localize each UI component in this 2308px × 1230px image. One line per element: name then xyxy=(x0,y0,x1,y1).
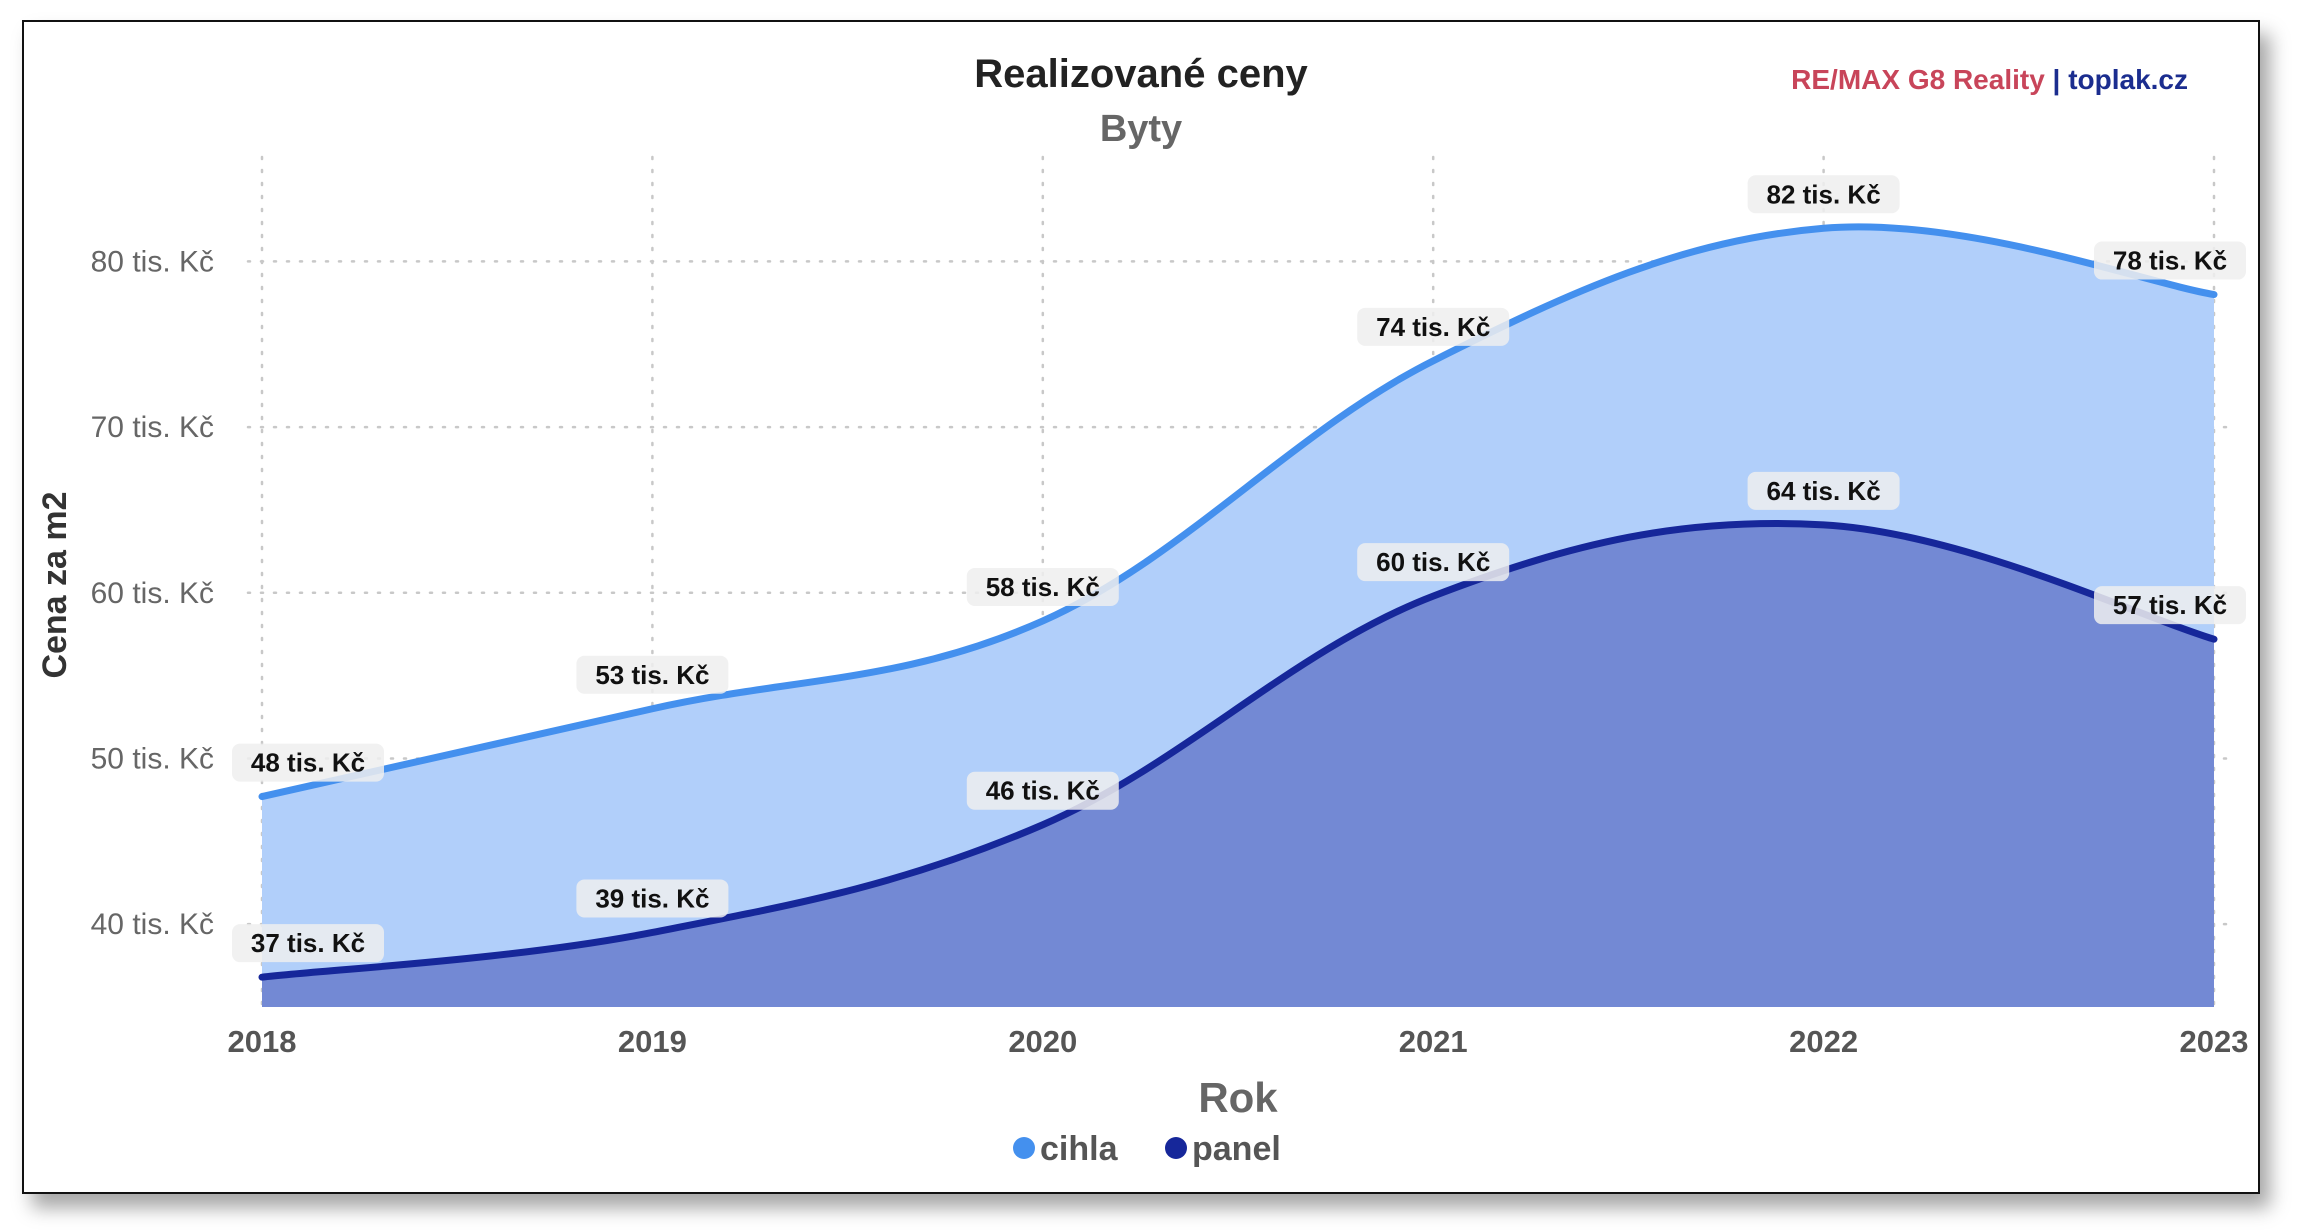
x-tick-label: 2023 xyxy=(2180,1024,2249,1059)
brand-separator: | xyxy=(2044,64,2069,95)
area-panel xyxy=(262,523,2214,1007)
data-label-panel: 46 tis. Kč xyxy=(966,771,1119,810)
y-tick-label: 60 tis. Kč xyxy=(91,577,214,610)
data-label-cihla: 53 tis. Kč xyxy=(576,655,729,694)
data-label-box xyxy=(2094,241,2246,280)
data-label-box xyxy=(1357,307,1510,346)
data-label-text: 57 tis. Kč xyxy=(2113,590,2227,620)
x-tick-label: 2018 xyxy=(228,1024,297,1059)
data-label-box xyxy=(1747,175,1900,214)
x-axis-title: Rok xyxy=(1198,1074,1278,1121)
data-label-box xyxy=(966,771,1119,810)
data-label-panel: 39 tis. Kč xyxy=(576,879,729,918)
y-tick-label: 40 tis. Kč xyxy=(91,908,214,941)
data-label-text: 48 tis. Kč xyxy=(251,748,365,778)
data-label-text: 37 tis. Kč xyxy=(251,928,365,958)
data-label-cihla: 82 tis. Kč xyxy=(1747,175,1900,214)
y-tick-label: 70 tis. Kč xyxy=(91,411,214,444)
legend-marker xyxy=(1165,1137,1187,1159)
data-label-text: 58 tis. Kč xyxy=(986,572,1100,602)
line-panel xyxy=(258,520,2218,981)
chart-frame: Realizované ceny Byty RE/MAX G8 Reality … xyxy=(22,20,2260,1194)
legend-label: cihla xyxy=(1040,1130,1119,1168)
data-label-box xyxy=(232,924,384,963)
data-label-cihla: 78 tis. Kč xyxy=(2094,241,2246,280)
data-label-panel: 37 tis. Kč xyxy=(232,924,384,963)
data-label-panel: 57 tis. Kč xyxy=(2094,586,2246,625)
data-label-box xyxy=(576,655,729,694)
brand-remax: RE/MAX G8 Reality xyxy=(1791,64,2045,95)
brand-credit[interactable]: RE/MAX G8 Reality | toplak.cz xyxy=(1791,64,2188,96)
y-axis-title: Cena za m2 xyxy=(36,491,74,678)
brand-toplak: toplak.cz xyxy=(2068,64,2188,95)
y-tick-label: 80 tis. Kč xyxy=(91,245,214,278)
y-tick-label: 50 tis. Kč xyxy=(91,742,214,775)
chart-title: Realizované ceny xyxy=(974,52,1308,96)
data-labels: 48 tis. Kč 53 tis. Kč 58 tis. Kč 74 tis. Kč… xyxy=(232,175,2246,963)
legend-item-cihla[interactable]: cihla xyxy=(1013,1130,1119,1168)
data-label-box xyxy=(232,743,384,782)
data-label-text: 74 tis. Kč xyxy=(1376,312,1490,342)
data-label-box xyxy=(966,567,1119,606)
legend-marker xyxy=(1013,1137,1035,1159)
x-tick-label: 2020 xyxy=(1008,1024,1077,1059)
data-label-panel: 64 tis. Kč xyxy=(1747,471,1900,510)
data-label-text: 39 tis. Kč xyxy=(595,883,709,913)
data-label-text: 60 tis. Kč xyxy=(1376,547,1490,577)
x-tick-label: 2022 xyxy=(1789,1024,1858,1059)
legend-label: panel xyxy=(1192,1130,1281,1168)
area-chart: 48 tis. Kč 53 tis. Kč 58 tis. Kč 74 tis. Kč… xyxy=(36,155,2248,1168)
data-label-text: 53 tis. Kč xyxy=(595,660,709,690)
data-label-box xyxy=(1357,543,1510,582)
x-tick-label: 2019 xyxy=(618,1024,687,1059)
line-series xyxy=(258,223,2218,981)
data-label-text: 64 tis. Kč xyxy=(1767,476,1881,506)
data-label-cihla: 58 tis. Kč xyxy=(966,567,1119,606)
data-label-cihla: 74 tis. Kč xyxy=(1357,307,1510,346)
data-label-panel: 60 tis. Kč xyxy=(1357,543,1510,582)
line-cihla xyxy=(258,223,2218,801)
data-label-box xyxy=(1747,471,1900,510)
data-label-text: 46 tis. Kč xyxy=(986,776,1100,806)
legend: cihla panel xyxy=(1013,1130,1281,1168)
axes: 40 tis. Kč 50 tis. Kč 60 tis. Kč 70 tis. Kč… xyxy=(36,245,2248,1121)
chart-subtitle: Byty xyxy=(1099,108,1183,150)
data-label-cihla: 48 tis. Kč xyxy=(232,743,384,782)
legend-item-panel[interactable]: panel xyxy=(1165,1130,1281,1168)
area-series xyxy=(262,226,2214,1008)
data-label-box xyxy=(2094,586,2246,625)
data-label-text: 82 tis. Kč xyxy=(1767,179,1881,209)
data-label-box xyxy=(576,879,729,918)
x-tick-label: 2021 xyxy=(1399,1024,1468,1059)
data-label-text: 78 tis. Kč xyxy=(2113,246,2227,276)
